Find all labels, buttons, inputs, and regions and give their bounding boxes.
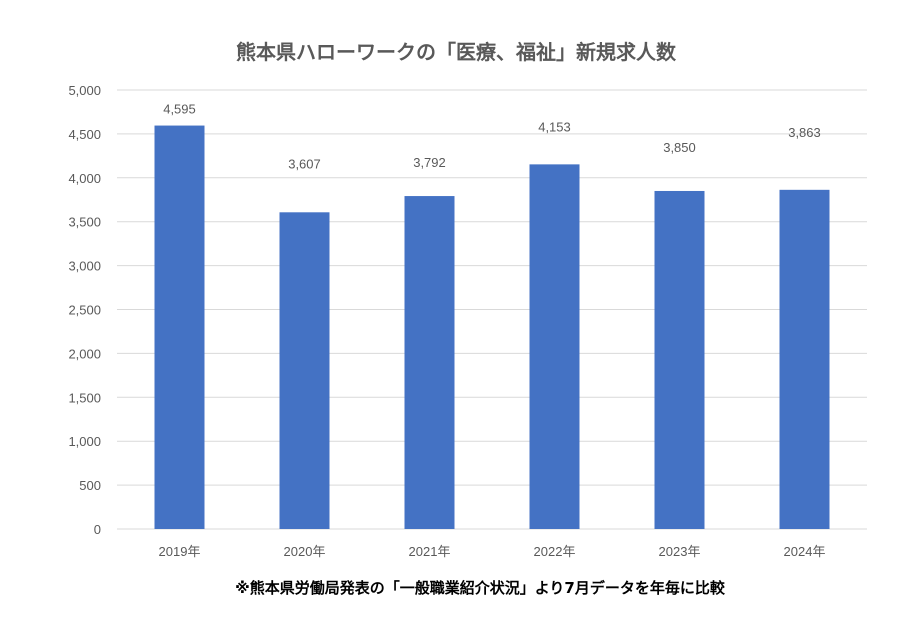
data-label: 4,595 (163, 102, 196, 117)
data-label: 3,792 (413, 155, 446, 170)
x-tick-label: 2019年 (159, 544, 201, 559)
y-tick-label: 4,500 (68, 127, 101, 142)
y-tick-label: 2,500 (68, 303, 101, 318)
data-label: 4,153 (538, 119, 571, 134)
bar (404, 196, 455, 530)
bar (529, 164, 580, 530)
y-tick-label: 0 (94, 522, 101, 537)
data-label: 3,850 (663, 140, 696, 155)
y-tick-label: 3,000 (68, 259, 101, 274)
x-tick-label: 2022年 (534, 544, 576, 559)
y-tick-label: 1,000 (68, 434, 101, 449)
source-note: ※熊本県労働局発表の「一般職業紹介状況」より7月データを年毎に比較 (235, 579, 725, 597)
data-label: 3,607 (288, 156, 321, 171)
x-tick-label: 2020年 (284, 544, 326, 559)
x-tick-label: 2023年 (659, 544, 701, 559)
y-tick-label: 2,000 (68, 346, 101, 361)
y-tick-label: 500 (79, 478, 101, 493)
x-tick-label: 2024年 (784, 544, 826, 559)
y-tick-label: 5,000 (68, 83, 101, 98)
y-tick-label: 4,000 (68, 171, 101, 186)
chart-title: 熊本県ハローワークの「医療、福祉」新規求人数 (236, 40, 676, 64)
bar (779, 189, 830, 529)
x-tick-label: 2021年 (409, 544, 451, 559)
y-tick-label: 3,500 (68, 215, 101, 230)
bar (654, 190, 705, 529)
bar (154, 125, 205, 530)
data-label: 3,863 (788, 125, 821, 140)
bar (279, 212, 330, 529)
y-tick-label: 1,500 (68, 390, 101, 405)
